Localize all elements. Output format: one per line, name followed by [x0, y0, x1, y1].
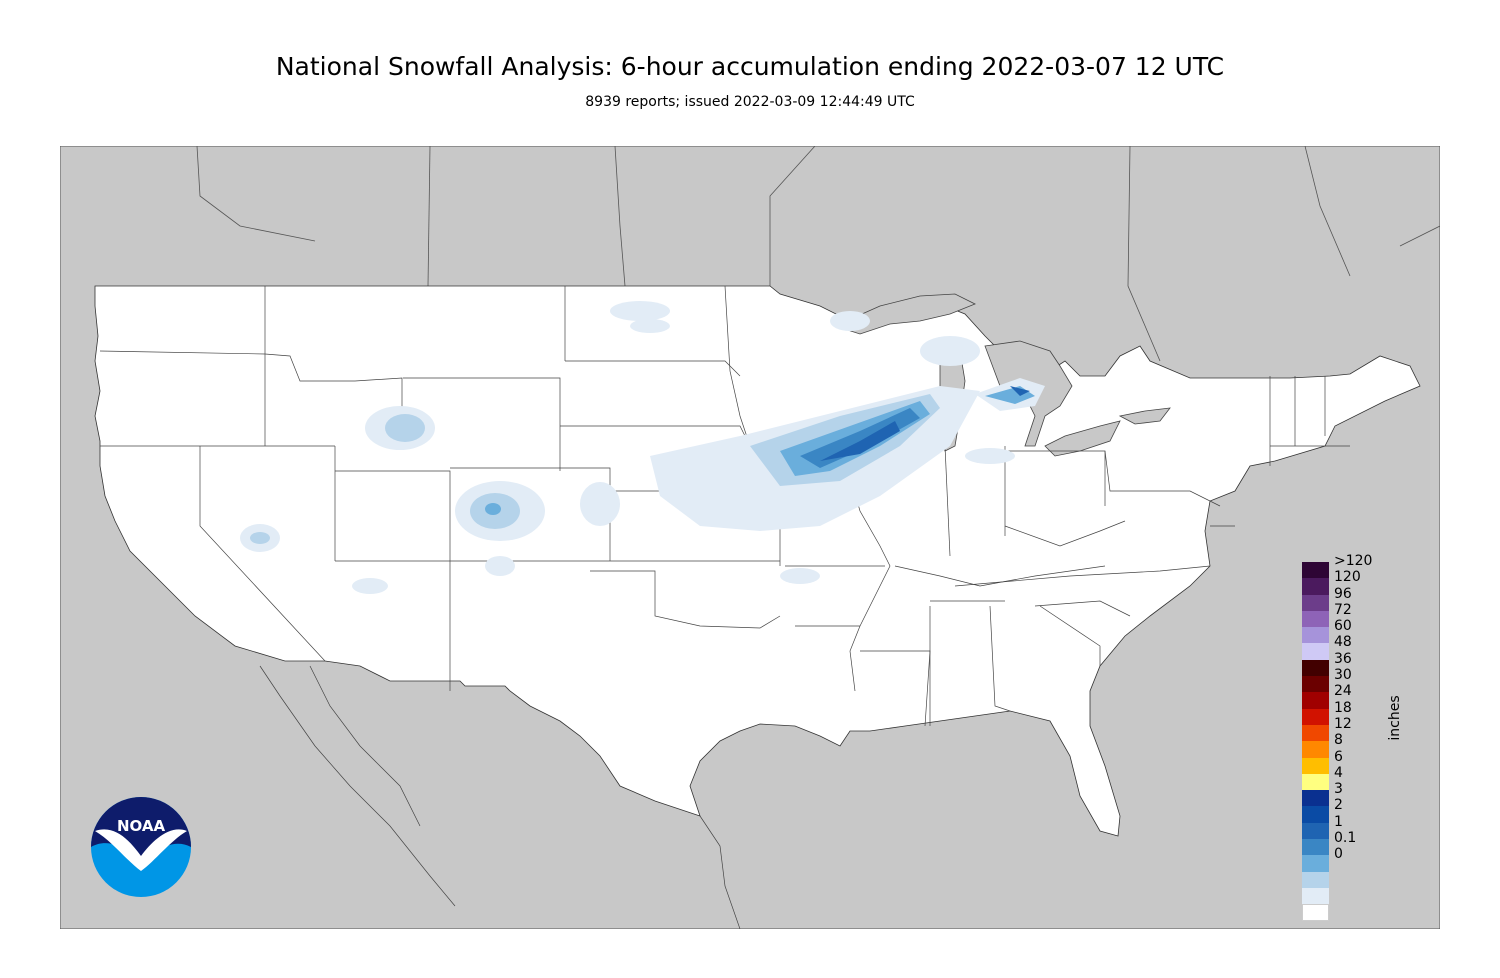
legend-swatch: [1302, 659, 1329, 677]
legend-label: 0: [1334, 846, 1343, 863]
noaa-logo: NOAA: [90, 796, 192, 898]
legend-swatch: [1302, 773, 1329, 791]
legend-label: 3: [1334, 781, 1343, 798]
legend-label: 0.1: [1334, 830, 1357, 847]
legend-swatch: [1302, 741, 1329, 758]
legend-label: 2: [1334, 797, 1343, 814]
map-subtitle: 8939 reports; issued 2022-03-09 12:44:49…: [585, 94, 915, 110]
legend-label: 48: [1334, 634, 1352, 651]
legend-swatch: [1302, 643, 1329, 660]
legend-swatch: [1302, 904, 1329, 921]
legend-label: 1: [1334, 813, 1343, 830]
legend-label: 8: [1334, 732, 1343, 749]
legend-swatch: [1302, 839, 1329, 856]
legend-units-label: inches: [1387, 695, 1403, 741]
legend-label: 6: [1334, 748, 1343, 765]
legend-label: 72: [1334, 601, 1352, 618]
legend-label: 96: [1334, 585, 1352, 602]
legend-swatch: [1302, 790, 1329, 807]
legend-swatch: [1302, 806, 1329, 823]
legend-swatch: [1302, 871, 1329, 888]
legend-label: 60: [1334, 618, 1352, 635]
legend-swatch: [1302, 822, 1329, 840]
legend-labels: >120 120 96 72 60 48 36 30 24 18 12 8 6 …: [1334, 553, 1372, 863]
legend-label: >120: [1334, 553, 1373, 569]
legend-swatch: [1302, 708, 1329, 725]
canada-borders: [196, 146, 1440, 362]
legend-swatch: [1302, 594, 1329, 611]
color-legend: [1302, 562, 1329, 921]
legend-swatch: [1302, 724, 1329, 742]
legend-swatch: [1302, 692, 1329, 709]
legend-label: 36: [1334, 650, 1352, 667]
legend-label: 12: [1334, 715, 1352, 732]
legend-label: 18: [1334, 699, 1352, 716]
noaa-logo-text: NOAA: [117, 817, 166, 835]
snowfall-shading: [240, 301, 1045, 594]
legend-swatch: [1302, 676, 1329, 693]
great-lakes: [833, 293, 1171, 457]
legend-swatch: [1302, 887, 1329, 905]
legend-swatch: [1302, 610, 1329, 628]
snowfall-map: [60, 146, 1440, 929]
mexico-coast: [259, 665, 741, 929]
legend-label: 30: [1334, 667, 1352, 684]
map-title: National Snowfall Analysis: 6-hour accum…: [275, 52, 1225, 81]
legend-swatch: [1302, 757, 1329, 774]
legend-swatch: [1302, 855, 1329, 872]
legend-swatch: [1302, 562, 1329, 579]
legend-label: 120: [1334, 569, 1361, 586]
legend-swatch: [1302, 627, 1329, 644]
legend-label: 4: [1334, 764, 1343, 781]
legend-label: 24: [1334, 683, 1352, 700]
legend-swatch: [1302, 578, 1329, 595]
